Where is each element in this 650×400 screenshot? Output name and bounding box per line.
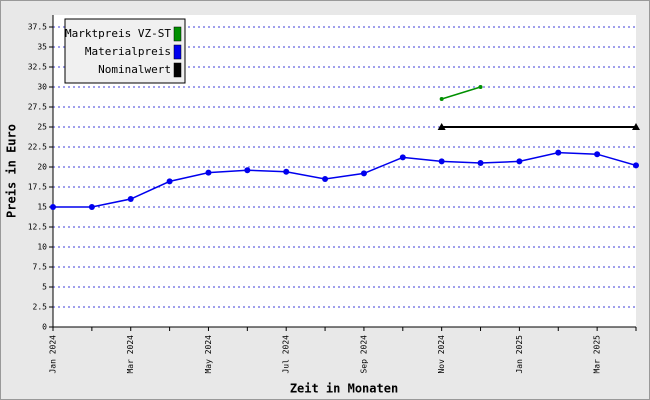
marker [557, 126, 559, 128]
marker [594, 151, 601, 158]
y-tick-label: 15 [37, 203, 47, 212]
y-tick-label: 10 [37, 243, 47, 252]
y-tick-label: 27.5 [28, 103, 47, 112]
x-tick-label: Jul 2024 [282, 335, 291, 374]
marker [437, 123, 446, 130]
legend-swatch [173, 44, 182, 60]
legend-label: Marktpreis VZ-ST [65, 27, 171, 40]
legend-label: Materialpreis [85, 45, 171, 58]
legend-label: Nominalwert [98, 63, 171, 76]
y-axis-label: Preis in Euro [5, 124, 19, 218]
marker [477, 160, 484, 166]
y-tick-label: 25 [37, 123, 47, 132]
y-tick-label: 32.5 [28, 63, 47, 72]
y-tick-label: 7.5 [33, 263, 48, 272]
marker [50, 204, 56, 210]
marker [632, 123, 640, 130]
y-tick-label: 20 [37, 163, 47, 172]
x-tick-label: Mar 2025 [593, 335, 602, 374]
marker [166, 178, 173, 185]
marker [516, 158, 523, 165]
x-tick-label: Nov 2024 [437, 335, 446, 374]
x-tick-label: Jan 2024 [49, 335, 58, 374]
marker [399, 154, 406, 161]
marker [478, 85, 483, 89]
marker [244, 167, 251, 174]
marker [127, 196, 134, 202]
x-axis-label: Zeit in Monaten [290, 382, 398, 396]
marker [518, 126, 520, 128]
marker [360, 170, 367, 177]
y-tick-label: 22.5 [28, 143, 47, 152]
legend-swatch [173, 62, 182, 78]
x-tick-label: Sep 2024 [359, 335, 368, 374]
marker [322, 176, 329, 182]
y-tick-label: 37.5 [28, 23, 47, 32]
marker [480, 126, 482, 128]
marker [205, 169, 212, 176]
x-tick-label: Jan 2025 [515, 335, 524, 374]
series-line [441, 86, 481, 100]
x-tick-label: Mar 2024 [126, 335, 135, 374]
marker [88, 204, 95, 210]
x-tick-label: May 2024 [204, 335, 213, 374]
marker [596, 126, 598, 128]
y-tick-label: 35 [37, 43, 47, 52]
y-tick-label: 30 [37, 83, 47, 92]
y-tick-label: 0 [42, 323, 47, 332]
marker [633, 162, 639, 169]
legend-swatch [173, 26, 182, 42]
marker [555, 149, 562, 156]
marker [283, 168, 290, 175]
marker [438, 158, 445, 165]
y-tick-label: 2.5 [33, 303, 48, 312]
y-tick-label: 12.5 [28, 223, 47, 232]
marker [439, 97, 444, 101]
y-tick-label: 17.5 [28, 183, 47, 192]
y-tick-label: 5 [42, 283, 47, 292]
legend-box [64, 18, 186, 84]
series-line [53, 151, 637, 208]
